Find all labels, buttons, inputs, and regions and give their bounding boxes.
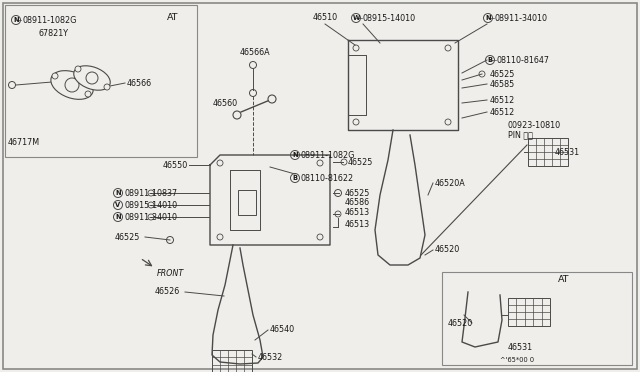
Bar	[238, 190, 256, 215]
Text: 08110-81647: 08110-81647	[497, 55, 550, 64]
Text: 46550: 46550	[163, 160, 188, 170]
Text: W: W	[353, 15, 360, 21]
Text: 46585: 46585	[490, 80, 515, 89]
Text: 46525: 46525	[345, 189, 371, 198]
Text: B: B	[488, 57, 493, 63]
Text: 46513: 46513	[345, 208, 370, 217]
Text: 46586: 46586	[345, 198, 370, 206]
Text: 46526: 46526	[155, 288, 180, 296]
Text: 08911-34010: 08911-34010	[495, 13, 548, 22]
Ellipse shape	[51, 71, 93, 99]
Text: 46525: 46525	[348, 157, 373, 167]
Bar	[528, 138, 568, 166]
Text: 00923-10810: 00923-10810	[508, 121, 561, 129]
Text: N: N	[115, 214, 121, 220]
Text: 46520A: 46520A	[435, 179, 466, 187]
Text: N: N	[13, 17, 19, 23]
Text: 46520: 46520	[448, 318, 473, 327]
Text: 46560: 46560	[213, 99, 238, 108]
Circle shape	[268, 95, 276, 103]
Text: 46520: 46520	[435, 246, 460, 254]
Text: AT: AT	[167, 13, 179, 22]
Text: 46510: 46510	[313, 13, 338, 22]
Text: 08911-1082G: 08911-1082G	[22, 16, 76, 25]
Text: 46566: 46566	[127, 78, 152, 87]
Circle shape	[85, 91, 91, 97]
Text: 46717M: 46717M	[8, 138, 40, 147]
Text: 08911-1082G: 08911-1082G	[301, 151, 355, 160]
Text: V: V	[115, 202, 120, 208]
Ellipse shape	[74, 66, 110, 90]
Circle shape	[233, 111, 241, 119]
Text: ^'65*00 0: ^'65*00 0	[500, 357, 534, 363]
Bar	[508, 298, 550, 326]
Text: N: N	[485, 15, 491, 21]
Bar	[5, 5, 197, 157]
Text: 08911-34010: 08911-34010	[124, 212, 177, 221]
Text: 46531: 46531	[508, 343, 533, 353]
Text: AT: AT	[558, 276, 570, 285]
Circle shape	[75, 66, 81, 72]
Bar	[212, 350, 252, 372]
Circle shape	[52, 73, 58, 79]
Circle shape	[86, 72, 98, 84]
Text: FRONT: FRONT	[157, 269, 184, 278]
Text: 08915-14010: 08915-14010	[363, 13, 416, 22]
Circle shape	[65, 78, 79, 92]
Text: 46512: 46512	[490, 96, 515, 105]
Text: 08915-14010: 08915-14010	[124, 201, 177, 209]
Text: 46540: 46540	[270, 326, 295, 334]
Text: 08110-81622: 08110-81622	[301, 173, 354, 183]
Bar	[442, 272, 632, 365]
Text: 46566A: 46566A	[240, 48, 271, 57]
Text: 08911-10837: 08911-10837	[124, 189, 177, 198]
Text: 46525: 46525	[115, 232, 140, 241]
Text: N: N	[115, 190, 121, 196]
Text: 46513: 46513	[345, 219, 370, 228]
Text: 46532: 46532	[258, 353, 284, 362]
Text: 67821Y: 67821Y	[38, 29, 68, 38]
Text: PIN ピン: PIN ピン	[508, 131, 533, 140]
Text: 46531: 46531	[555, 148, 580, 157]
Text: N: N	[292, 152, 298, 158]
Text: 46525: 46525	[490, 70, 515, 78]
Text: 46512: 46512	[490, 108, 515, 116]
Text: B: B	[292, 175, 298, 181]
Circle shape	[104, 84, 110, 90]
